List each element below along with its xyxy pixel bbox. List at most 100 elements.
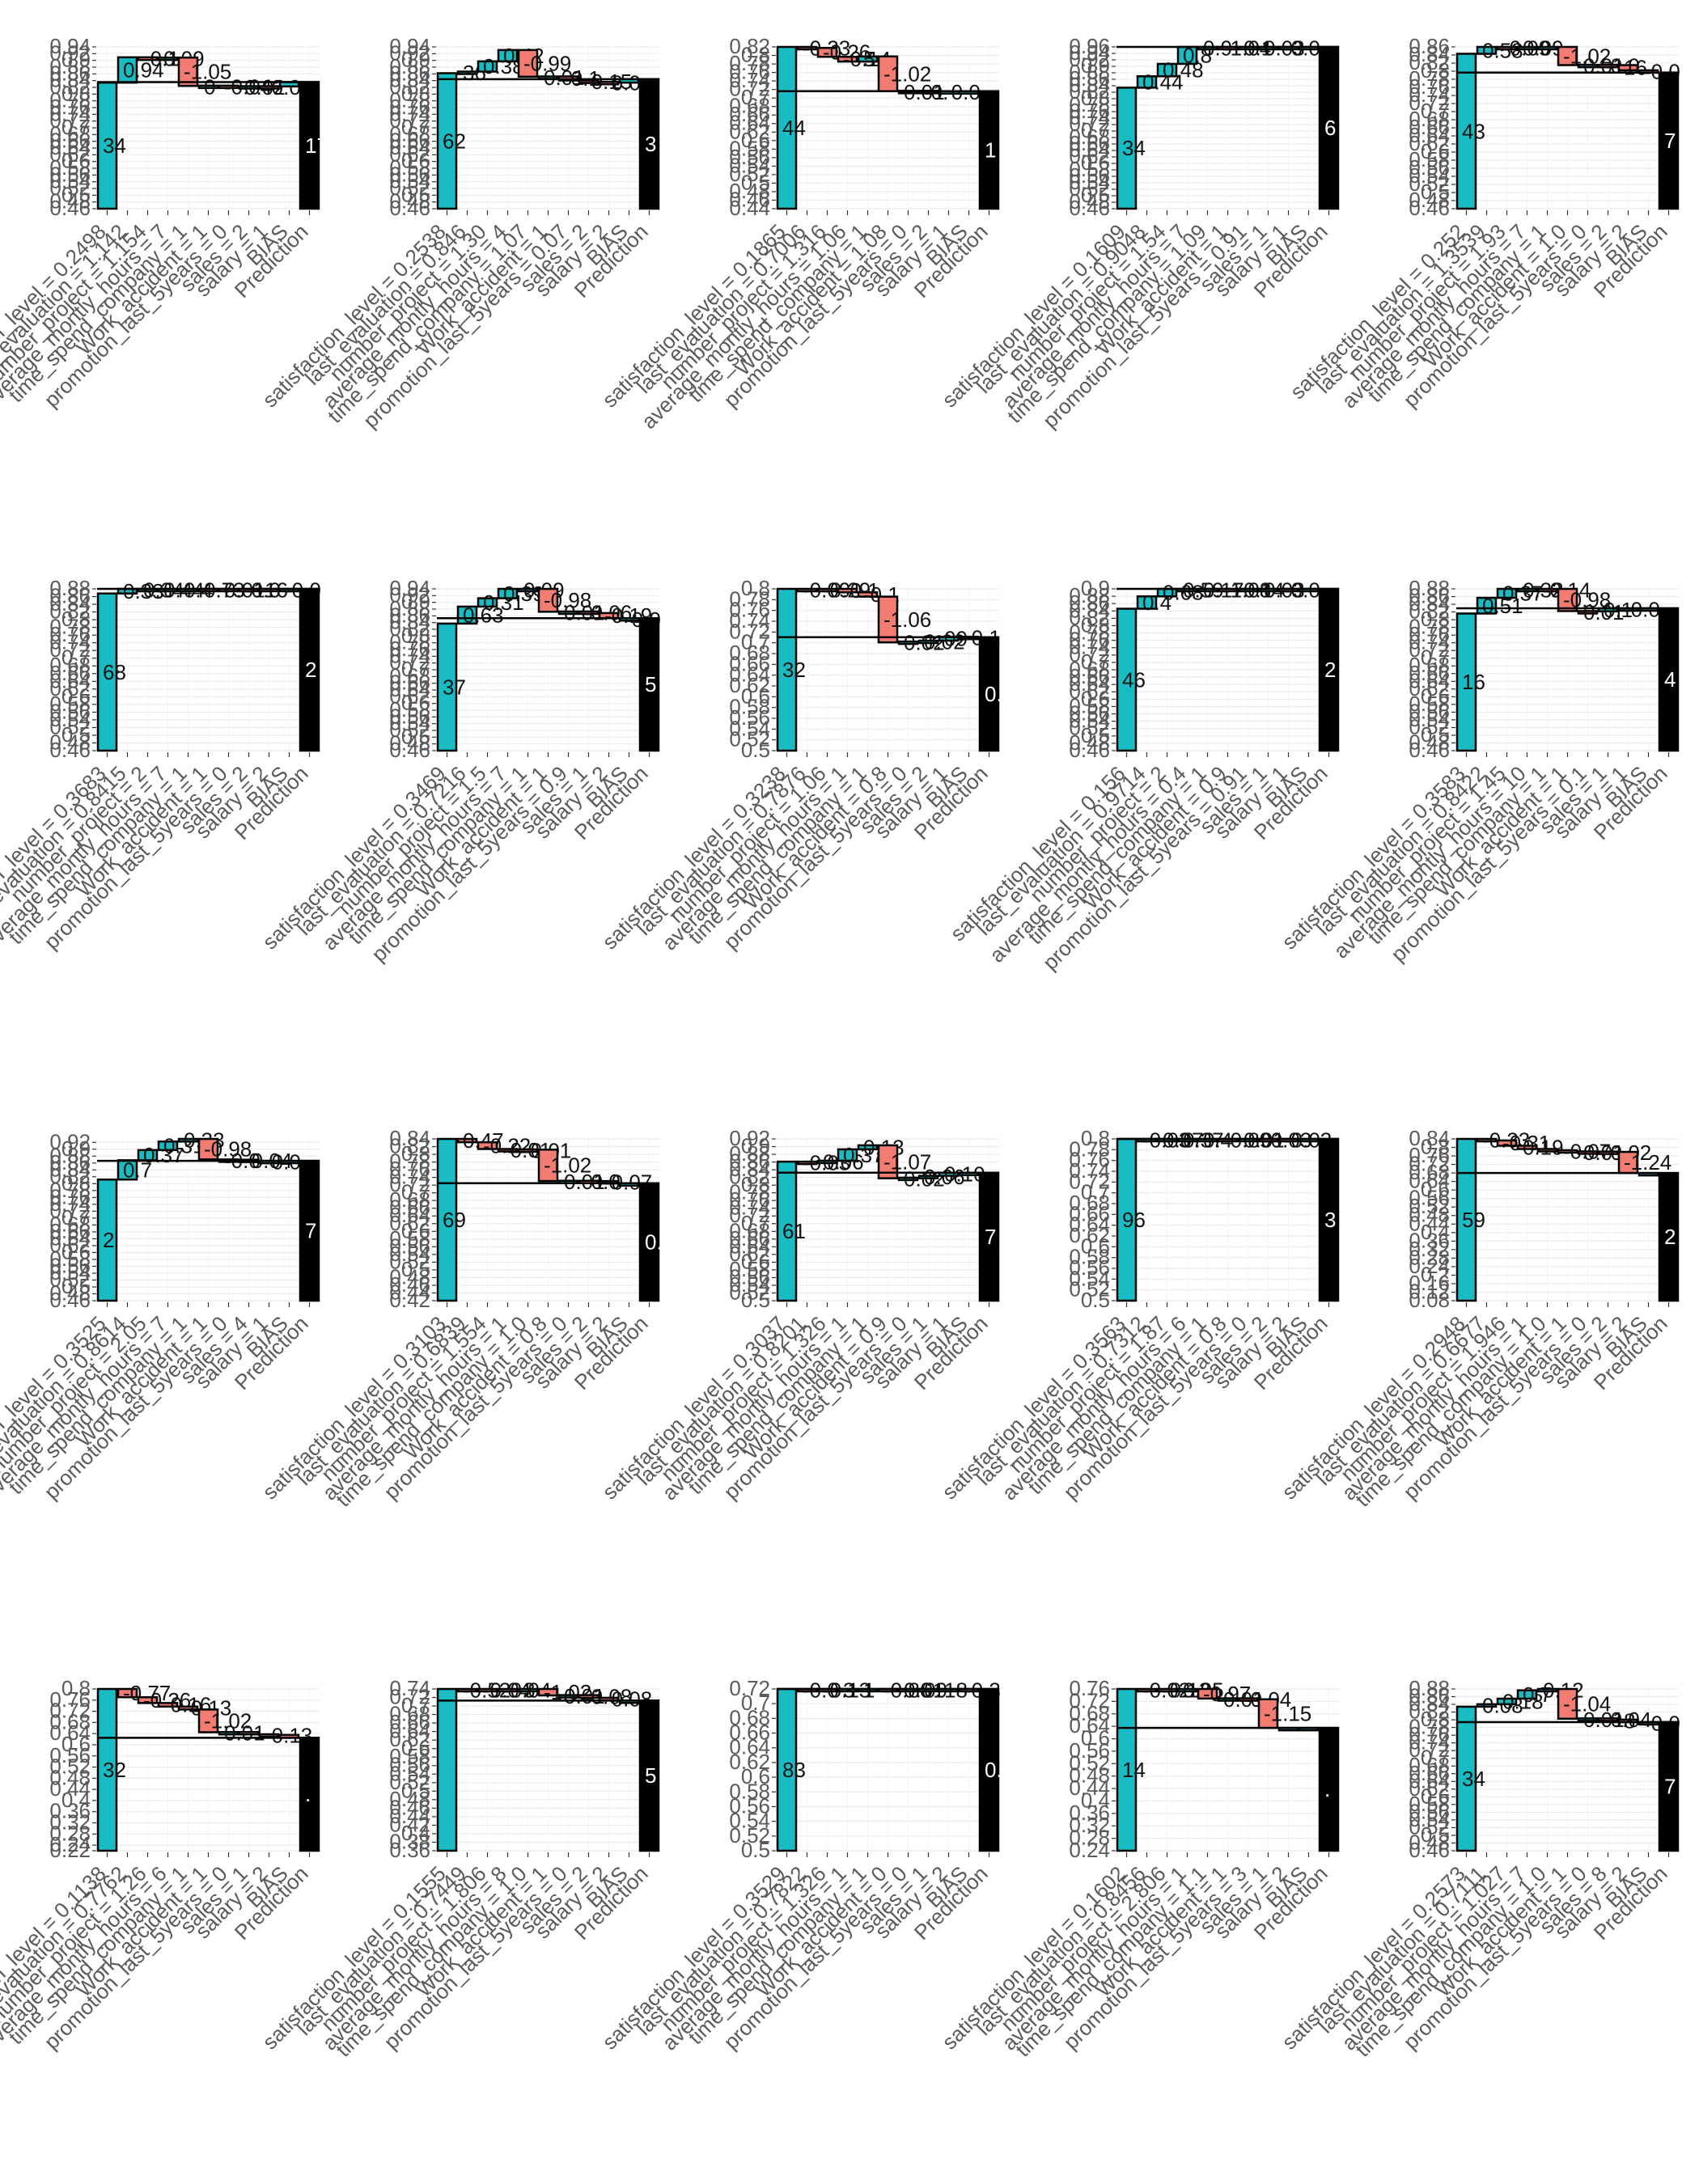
x-tick-label: number_project = 2 [1025,761,1171,907]
x-tick-label: salary = 2 [190,1861,272,1943]
y-tick-label: 0.76 [389,637,430,661]
contribution-bar [1217,45,1239,51]
prediction-bar [1318,1726,1340,1852]
x-tick-label: number_project = 1.326 [656,1861,831,2036]
x-tick-label: promotion_last_5years = 0 [39,1311,231,1504]
bar-value-label: -0.04 [503,1678,551,1703]
y-tick-label: 0.52 [1409,1814,1450,1839]
x-tick-label: last_evaluation = 0.7449 [292,1861,471,2040]
y-tick-label: 0.36 [1409,1228,1450,1252]
y-tick-label: 0.52 [1069,176,1110,201]
contribution-bar [1277,587,1299,593]
y-tick-label: 0.46 [389,738,430,762]
y-tick-label: 0.58 [1409,147,1450,171]
prediction-bar [299,1159,320,1302]
y-tick-label: 0.7 [1081,650,1110,674]
y-tick-label: 0.7 [1421,1746,1450,1770]
bar-value-label: 0.31 [483,590,524,615]
contribution-bar [958,90,980,95]
bar-value-label: 14 [1122,1758,1146,1782]
bar-value-label: 0.44 [163,578,205,603]
contribution-bar [218,1730,239,1736]
plot-background [777,47,999,209]
contribution-bar [1617,1718,1639,1724]
contribution-bar [598,80,620,86]
x-tick-label: satisfaction_level = 0.3563 [937,1311,1129,1504]
contribution-bar [117,1687,138,1699]
bar-value-label: 0.47 [463,1128,504,1153]
bar-value-label: -0.29 [823,578,871,603]
y-tick-label: 0.48 [1409,1830,1450,1854]
y-tick-label: 0.96 [1069,34,1110,58]
y-tick-label: 0.44 [1069,1776,1110,1800]
contribution-bar [157,56,179,61]
y-tick-label: 0.24 [49,1832,91,1856]
bar-value-label: 0.01 [1583,1141,1625,1165]
x-tick-label: promotion_last_5years = 0.91 [1038,219,1252,433]
contribution-bar [218,1158,239,1163]
y-tick-label: 0.72 [389,1172,430,1196]
bar-value-label: -0.0 [265,1150,301,1175]
y-tick-label: 0.56 [49,1253,91,1277]
y-tick-label: 0.52 [49,176,91,200]
y-tick-label: 0.6 [1421,1784,1450,1808]
bar-value-label: 69 [443,1208,466,1232]
x-tick-label: sales = 2 [854,219,931,296]
y-tick-label: 0.68 [1069,125,1110,149]
contribution-bar [816,47,838,58]
y-tick-label: 0.68 [389,1187,430,1212]
y-tick-label: 0.54 [389,1242,430,1266]
contribution-bar [497,49,519,63]
contribution-bar [897,1176,919,1182]
plot-background [1456,589,1679,751]
contribution-bar [1197,45,1218,51]
y-tick-label: 0.58 [729,136,770,160]
x-tick-label: last_evaluation = 0.7111 [1313,1861,1489,2038]
bar-value-label: 2 [103,1228,114,1252]
y-tick-label: 0.64 [389,1719,430,1743]
x-tick-label: last_evaluation = 0.8201 [632,1311,811,1490]
x-tick-label: Prediction [909,219,993,303]
x-tick-label: sales = 2 [854,761,931,838]
y-tick-label: 0.48 [389,1787,430,1811]
y-tick-label: 0.64 [1409,668,1450,692]
y-tick-label: 0.86 [1409,584,1450,608]
y-tick-label: 0.54 [729,153,770,177]
y-tick-label: 0.5 [741,170,770,194]
x-tick-label: Prediction [570,761,653,844]
y-tick-label: 0.6 [401,1218,430,1242]
bar-value-label: 0.01 [544,66,585,90]
x-tick-label: satisfaction_level = 0.3037 [597,1311,790,1504]
bar-value-label: 0.7 [1523,1682,1552,1707]
y-tick-label: 0.64 [1069,1213,1110,1237]
y-tick-label: 0.88 [1069,60,1110,84]
contribution-bar [1638,69,1659,74]
contribution-bar [517,49,539,78]
bar-value-label: 0.08 [1482,1693,1523,1717]
y-tick-label: 0.38 [389,1829,430,1853]
bar-value-label: -1.04 [1563,1691,1611,1716]
contribution-bar [1577,610,1599,615]
contribution-bar [917,1687,939,1693]
contribution-bar [578,610,600,616]
y-tick-label: 0.48 [49,730,91,754]
y-tick-label: 0.48 [729,179,770,203]
bar-value-label: -0.1 [843,578,879,603]
bar-value-label: 0.37 [843,1143,884,1167]
bar-value-label: -1.02 [1563,44,1611,68]
x-tick-label: salary = 1 [1210,219,1291,301]
prediction-bar [978,90,1000,210]
bar-value-label: -0.33 [1482,1128,1530,1153]
bar-value-label: -0.12 [1163,1678,1210,1703]
y-tick-label: 0.92 [389,40,430,65]
bar-value-label: -0.14 [843,47,891,71]
contribution-bar [157,1702,179,1708]
bar-value-label: 0.12 [1543,1678,1584,1703]
bar-value-label: 0.33 [123,579,164,603]
y-tick-label: 0.7 [401,1693,430,1717]
contribution-bar [1217,1137,1239,1143]
y-tick-label: 0.46 [1409,196,1450,220]
